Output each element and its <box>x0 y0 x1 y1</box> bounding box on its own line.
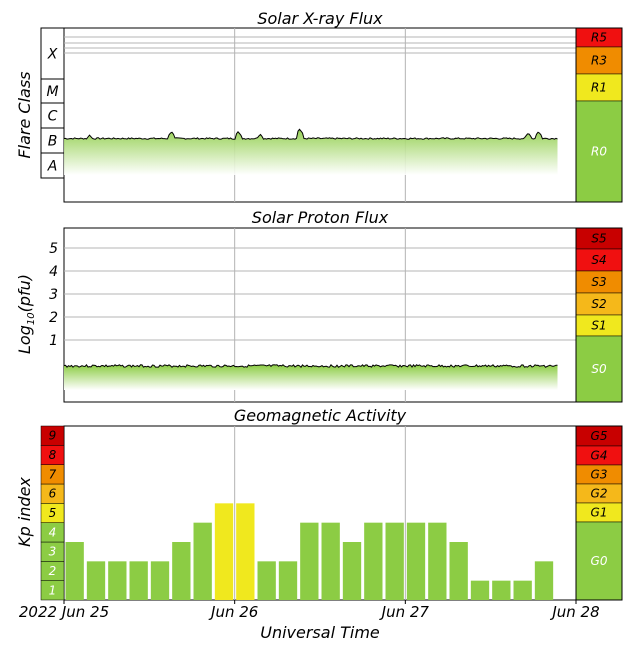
proton-ylabel-sub: 10 <box>26 312 37 325</box>
proton-flux-area <box>64 364 558 390</box>
proton-ylabel: Log10(pfu) <box>15 274 37 354</box>
proton-scale-s0-box <box>575 335 623 403</box>
kp-bar-8 <box>236 503 255 600</box>
kp-scale-label-7: 7 <box>49 467 57 481</box>
proton-tick-3: 3 <box>49 287 58 303</box>
geo-title: Geomagnetic Activity <box>234 406 407 425</box>
xray-scale-r0-label: R0 <box>591 145 607 159</box>
geo-panel: 1 2 3 4 5 6 7 8 9 G5 G4 G3 G2 G1 G0 <box>40 425 623 601</box>
xray-class-x: X <box>47 47 58 63</box>
proton-ylabel-unit: (pfu) <box>15 274 34 312</box>
xray-scale-r1-box <box>575 73 623 102</box>
xray-ylabel: Flare Class <box>15 71 34 158</box>
proton-scale-s1-label: S1 <box>591 319 606 333</box>
geo-scale-g0-label: G0 <box>591 554 608 568</box>
proton-tick-5: 5 <box>49 241 58 257</box>
kp-scale-label-3: 3 <box>49 545 57 559</box>
kp-scale-label-9: 9 <box>49 429 57 443</box>
kp-bar-9 <box>257 561 276 600</box>
geo-scale-g1-label: G1 <box>591 506 608 520</box>
kp-bar-13 <box>342 542 362 600</box>
proton-flux-line <box>63 363 558 368</box>
x-axis-ticks: 2022 Jun 25 Jun 26 Jun 27 Jun 28 <box>19 600 600 621</box>
kp-bar-4 <box>150 561 170 600</box>
proton-scale-s5-label: S5 <box>591 232 606 246</box>
kp-bar-5 <box>172 542 191 600</box>
proton-scale-frame <box>575 227 623 403</box>
kp-bar-14 <box>364 522 383 600</box>
kp-bar-22 <box>534 561 554 600</box>
xray-scale-r1-label: R1 <box>591 81 607 95</box>
x-tick-0: 2022 Jun 25 <box>19 603 109 621</box>
kp-bar-21 <box>513 580 532 600</box>
kp-bar-10 <box>278 561 298 600</box>
kp-bar-11 <box>300 522 319 600</box>
xray-scale-r3-label: R3 <box>591 54 607 68</box>
proton-scale-s0-label: S0 <box>591 362 607 376</box>
xray-scale-r5-label: R5 <box>591 31 607 45</box>
geo-scale-g4-label: G4 <box>591 449 608 463</box>
kp-bar-3 <box>129 561 148 600</box>
proton-panel: 1 2 3 4 5 S5 S4 S3 S2 S1 S0 <box>49 227 623 403</box>
x-axis-label: Universal Time <box>260 623 380 642</box>
geo-scale-frame <box>575 425 623 601</box>
kp-bar-2 <box>108 561 127 600</box>
kp-bar-18 <box>449 542 468 600</box>
kp-scale-label-2: 2 <box>49 564 57 578</box>
xray-class-c: C <box>48 109 58 125</box>
proton-scale-s3-label: S3 <box>591 275 606 289</box>
kp-scale-label-4: 4 <box>49 525 57 539</box>
geo-ylabel: Kp index <box>15 477 34 547</box>
x-tick-2: Jun 27 <box>379 603 430 621</box>
x-tick-3: Jun 28 <box>549 603 599 621</box>
xray-scale-frame <box>575 27 623 203</box>
xray-flux-line <box>63 128 558 140</box>
xray-plot-frame <box>63 27 577 203</box>
kp-scale-label-6: 6 <box>49 487 57 501</box>
kp-bar-15 <box>385 522 404 600</box>
kp-scale-label-8: 8 <box>49 448 57 462</box>
xray-class-m: M <box>46 84 58 100</box>
kp-scale-box-9 <box>40 425 65 446</box>
kp-bar-12 <box>321 522 340 600</box>
proton-ylabel-base: Log <box>15 325 34 354</box>
kp-scale-label-5: 5 <box>49 506 57 520</box>
proton-tick-1: 1 <box>49 333 58 349</box>
kp-bar-19 <box>470 580 490 600</box>
kp-scale-label-1: 1 <box>49 583 57 597</box>
proton-title: Solar Proton Flux <box>252 208 389 227</box>
geo-scale-g2-label: G2 <box>591 487 608 501</box>
kp-bar-16 <box>406 522 426 600</box>
proton-scale-s4-label: S4 <box>591 253 606 267</box>
x-tick-1: Jun 26 <box>208 603 258 621</box>
xray-class-a: A <box>47 159 58 175</box>
xray-class-b: B <box>48 134 58 150</box>
proton-tick-4: 4 <box>49 264 58 280</box>
geo-scale-g5-label: G5 <box>591 429 608 443</box>
proton-tick-2: 2 <box>49 310 58 326</box>
kp-bar-20 <box>492 580 511 600</box>
kp-bar-7 <box>214 503 234 600</box>
xray-title: Solar X-ray Flux <box>257 9 383 28</box>
kp-bar-6 <box>193 522 212 600</box>
geo-scale-g3-label: G3 <box>591 468 608 482</box>
xray-scale-r0-box <box>575 100 623 203</box>
proton-scale-s2-label: S2 <box>591 297 606 311</box>
kp-bar-0 <box>65 542 84 600</box>
kp-bar-1 <box>86 561 106 600</box>
kp-bar-17 <box>428 522 447 600</box>
xray-flux-area <box>64 129 558 175</box>
